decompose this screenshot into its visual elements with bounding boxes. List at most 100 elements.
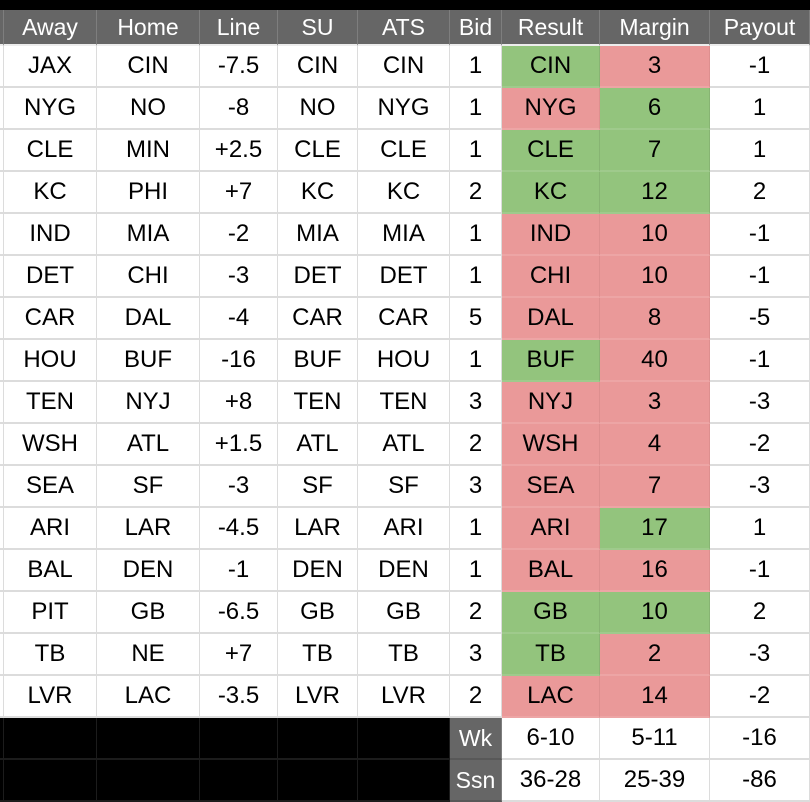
cell-result[interactable]: ARI [502, 508, 600, 550]
cell-home[interactable]: DEN [97, 550, 200, 592]
cell-payout[interactable]: -2 [710, 676, 810, 718]
cell-payout[interactable]: -1 [710, 214, 810, 256]
cell-away[interactable]: DET [4, 256, 97, 298]
cell-ats[interactable]: DEN [358, 550, 450, 592]
column-header-margin[interactable]: Margin [600, 10, 710, 46]
cell-result[interactable]: NYJ [502, 382, 600, 424]
cell-su[interactable]: DET [278, 256, 358, 298]
cell-line[interactable]: -3.5 [200, 676, 278, 718]
cell-home[interactable]: LAR [97, 508, 200, 550]
column-header-payout[interactable]: Payout [710, 10, 810, 46]
footer-payout-total[interactable]: -16 [710, 718, 810, 760]
cell-bid[interactable]: 1 [450, 88, 502, 130]
cell-line[interactable]: +1.5 [200, 424, 278, 466]
cell-away[interactable]: CAR [4, 298, 97, 340]
cell-su[interactable]: BUF [278, 340, 358, 382]
cell-result[interactable]: SEA [502, 466, 600, 508]
cell-line[interactable]: +7 [200, 172, 278, 214]
cell-su[interactable]: TB [278, 634, 358, 676]
cell-payout[interactable]: -1 [710, 340, 810, 382]
cell-su[interactable]: LAR [278, 508, 358, 550]
cell-line[interactable]: +2.5 [200, 130, 278, 172]
cell-bid[interactable]: 5 [450, 298, 502, 340]
cell-line[interactable]: -2 [200, 214, 278, 256]
cell-ats[interactable]: KC [358, 172, 450, 214]
cell-line[interactable]: -8 [200, 88, 278, 130]
cell-payout[interactable]: 1 [710, 130, 810, 172]
cell-line[interactable]: -16 [200, 340, 278, 382]
cell-ats[interactable]: SF [358, 466, 450, 508]
footer-label-ssn[interactable]: Ssn [450, 760, 502, 802]
cell-result[interactable]: CIN [502, 46, 600, 88]
cell-bid[interactable]: 2 [450, 676, 502, 718]
cell-home[interactable]: LAC [97, 676, 200, 718]
cell-margin[interactable]: 3 [600, 382, 710, 424]
cell-su[interactable]: CIN [278, 46, 358, 88]
footer-margin-record[interactable]: 25-39 [600, 760, 710, 802]
cell-result[interactable]: KC [502, 172, 600, 214]
cell-away[interactable]: HOU [4, 340, 97, 382]
cell-home[interactable]: ATL [97, 424, 200, 466]
cell-bid[interactable]: 2 [450, 424, 502, 466]
cell-ats[interactable]: TB [358, 634, 450, 676]
cell-su[interactable]: MIA [278, 214, 358, 256]
footer-result-record[interactable]: 6-10 [502, 718, 600, 760]
cell-payout[interactable]: 2 [710, 172, 810, 214]
column-header-su[interactable]: SU [278, 10, 358, 46]
cell-home[interactable]: NYJ [97, 382, 200, 424]
cell-su[interactable]: TEN [278, 382, 358, 424]
cell-result[interactable]: CLE [502, 130, 600, 172]
cell-home[interactable]: SF [97, 466, 200, 508]
cell-bid[interactable]: 1 [450, 214, 502, 256]
cell-payout[interactable]: -3 [710, 634, 810, 676]
cell-bid[interactable]: 3 [450, 466, 502, 508]
cell-bid[interactable]: 3 [450, 382, 502, 424]
cell-home[interactable]: DAL [97, 298, 200, 340]
cell-result[interactable]: NYG [502, 88, 600, 130]
cell-away[interactable]: LVR [4, 676, 97, 718]
column-header-line[interactable]: Line [200, 10, 278, 46]
cell-away[interactable]: TB [4, 634, 97, 676]
cell-bid[interactable]: 1 [450, 130, 502, 172]
cell-payout[interactable]: -3 [710, 382, 810, 424]
cell-bid[interactable]: 1 [450, 508, 502, 550]
cell-home[interactable]: CIN [97, 46, 200, 88]
cell-payout[interactable]: -3 [710, 466, 810, 508]
cell-payout[interactable]: 1 [710, 508, 810, 550]
cell-ats[interactable]: GB [358, 592, 450, 634]
cell-bid[interactable]: 2 [450, 592, 502, 634]
cell-result[interactable]: DAL [502, 298, 600, 340]
cell-margin[interactable]: 10 [600, 592, 710, 634]
cell-home[interactable]: MIN [97, 130, 200, 172]
footer-label-wk[interactable]: Wk [450, 718, 502, 760]
cell-line[interactable]: -4.5 [200, 508, 278, 550]
cell-su[interactable]: KC [278, 172, 358, 214]
cell-away[interactable]: KC [4, 172, 97, 214]
cell-ats[interactable]: TEN [358, 382, 450, 424]
cell-ats[interactable]: ARI [358, 508, 450, 550]
cell-line[interactable]: -6.5 [200, 592, 278, 634]
cell-ats[interactable]: ATL [358, 424, 450, 466]
cell-result[interactable]: BUF [502, 340, 600, 382]
cell-away[interactable]: JAX [4, 46, 97, 88]
cell-margin[interactable]: 10 [600, 256, 710, 298]
cell-payout[interactable]: 1 [710, 88, 810, 130]
cell-home[interactable]: NO [97, 88, 200, 130]
cell-result[interactable]: TB [502, 634, 600, 676]
cell-away[interactable]: CLE [4, 130, 97, 172]
cell-margin[interactable]: 7 [600, 130, 710, 172]
cell-su[interactable]: ATL [278, 424, 358, 466]
cell-margin[interactable]: 8 [600, 298, 710, 340]
cell-ats[interactable]: CAR [358, 298, 450, 340]
cell-away[interactable]: ARI [4, 508, 97, 550]
column-header-result[interactable]: Result [502, 10, 600, 46]
cell-su[interactable]: CLE [278, 130, 358, 172]
cell-line[interactable]: +7 [200, 634, 278, 676]
cell-su[interactable]: GB [278, 592, 358, 634]
cell-su[interactable]: LVR [278, 676, 358, 718]
column-header-ats[interactable]: ATS [358, 10, 450, 46]
cell-payout[interactable]: -1 [710, 256, 810, 298]
cell-margin[interactable]: 40 [600, 340, 710, 382]
cell-margin[interactable]: 7 [600, 466, 710, 508]
cell-margin[interactable]: 3 [600, 46, 710, 88]
